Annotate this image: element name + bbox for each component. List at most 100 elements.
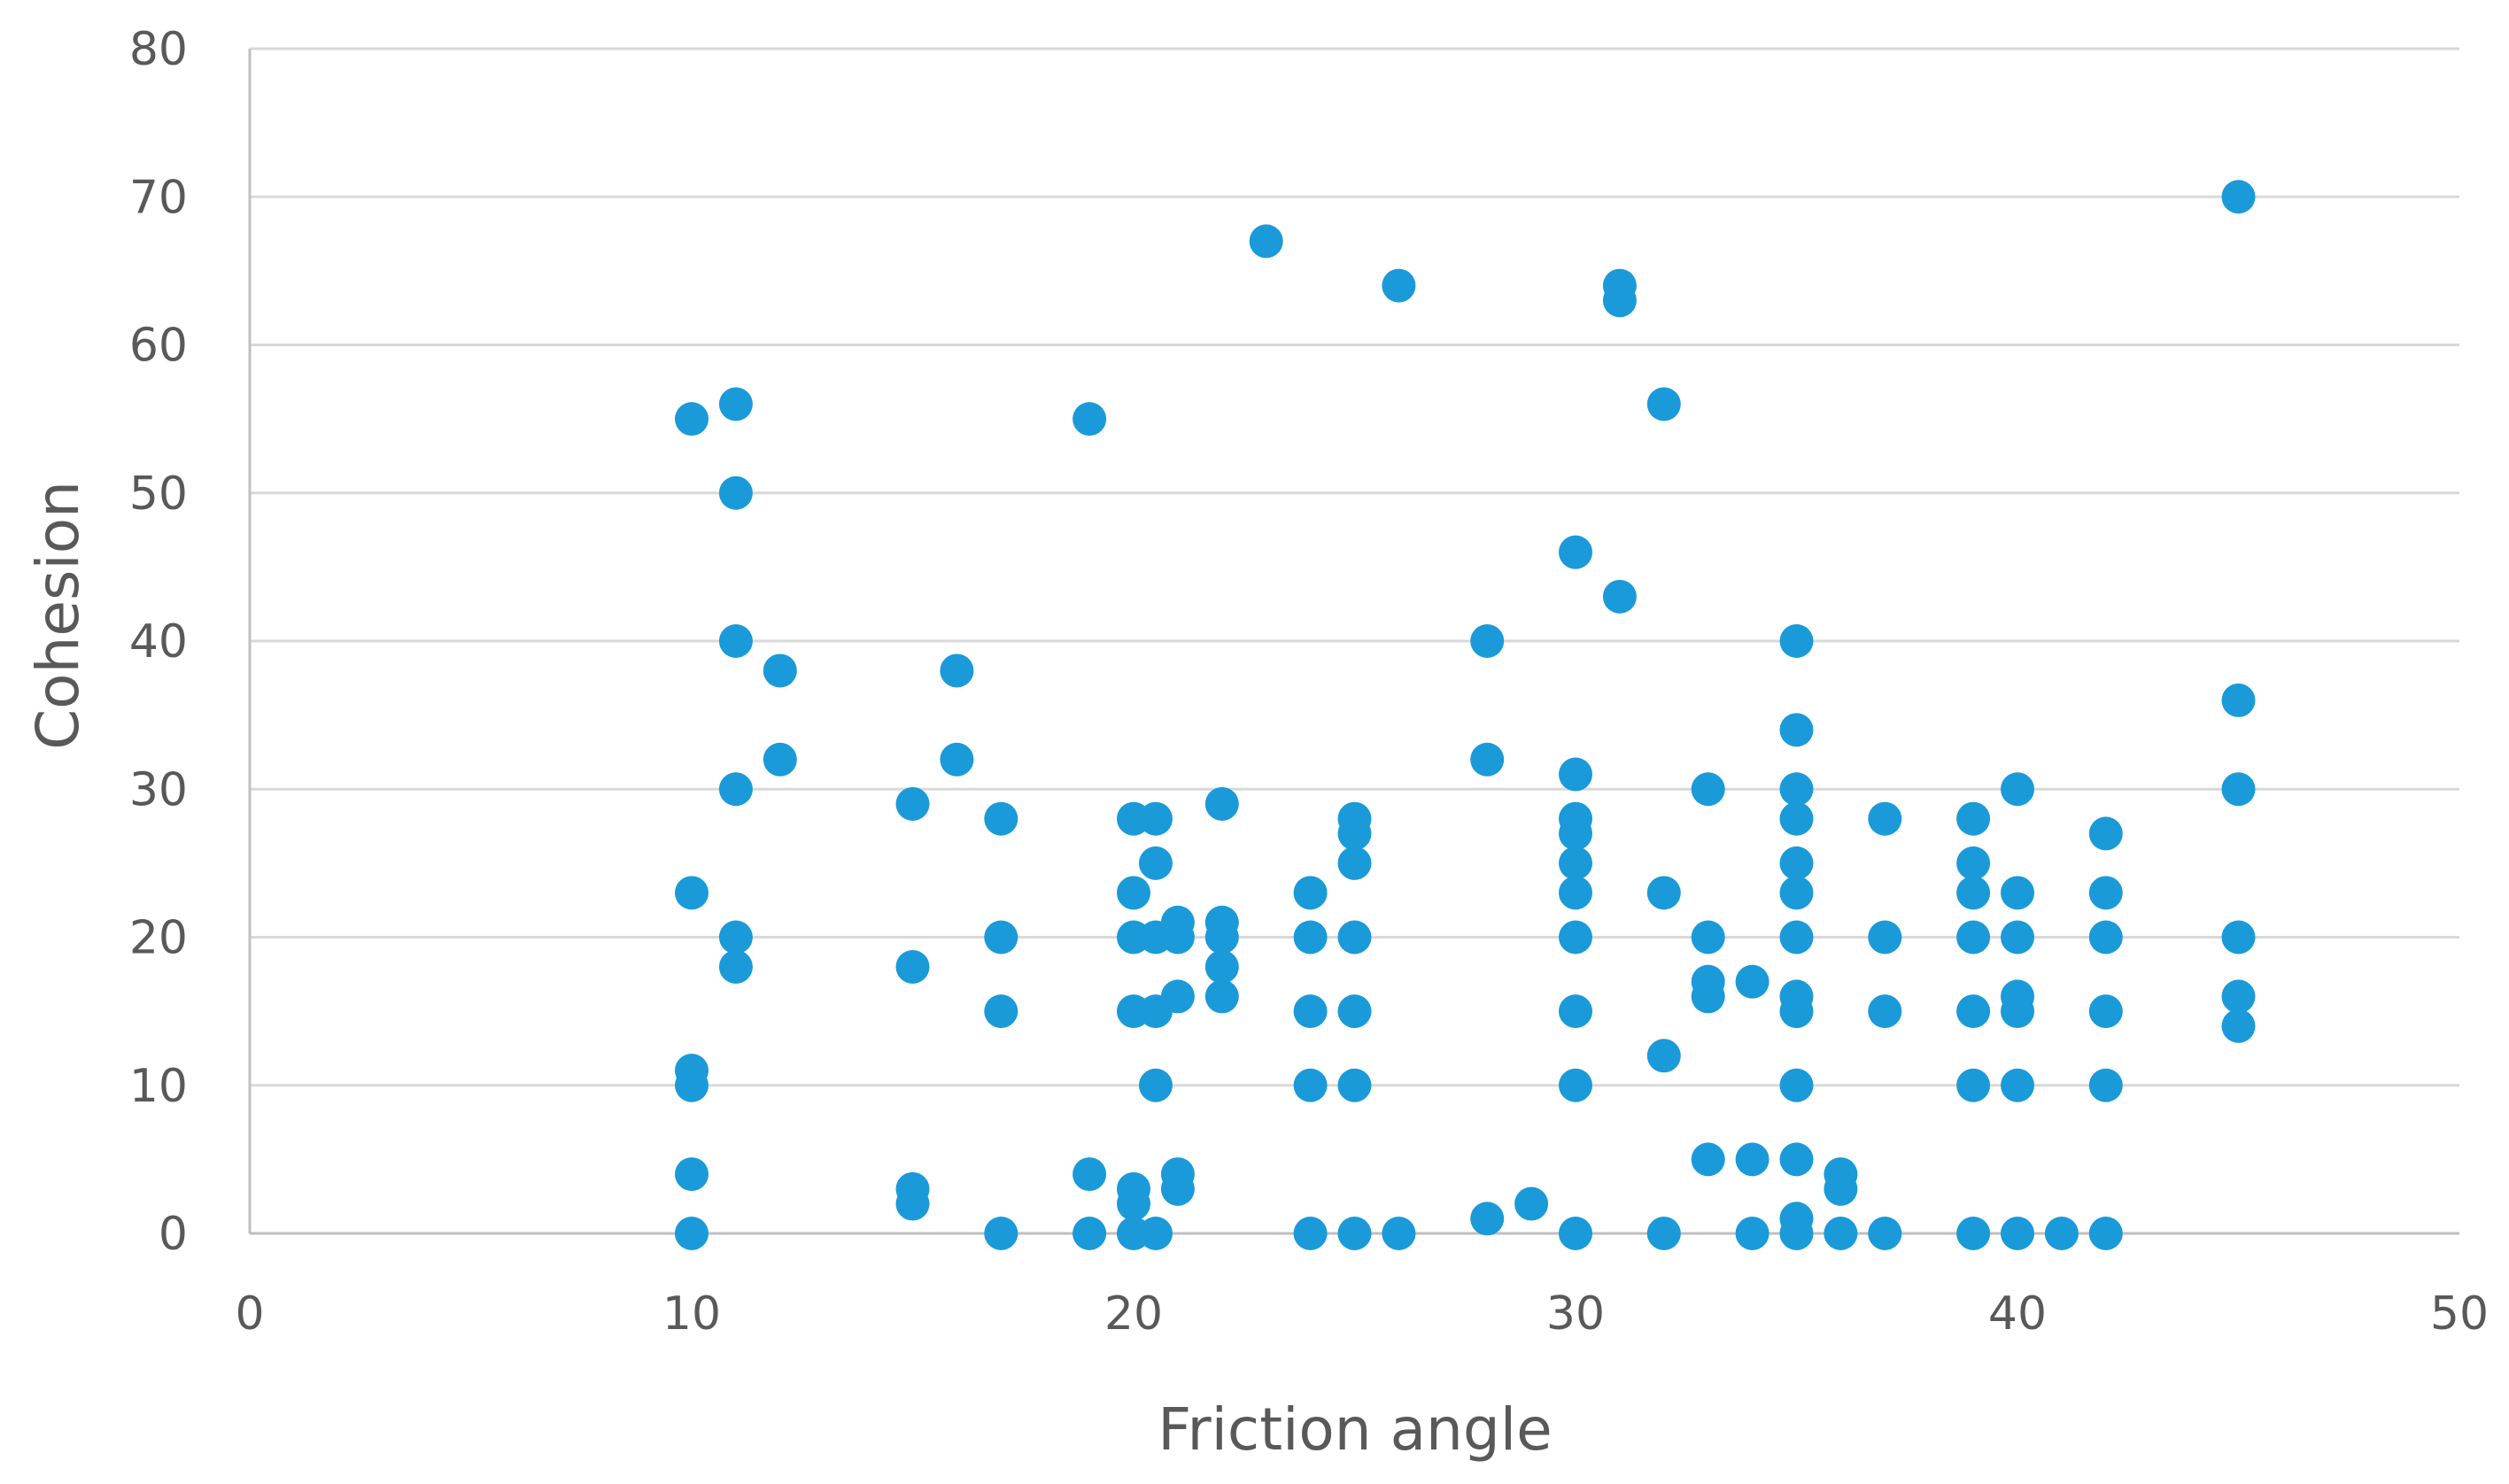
- x-tick-label: 10: [662, 1287, 721, 1341]
- data-point: [895, 786, 930, 821]
- data-point: [1735, 1142, 1769, 1177]
- data-point: [1138, 846, 1173, 880]
- data-point: [1559, 994, 1592, 1029]
- data-point: [1160, 920, 1195, 955]
- data-point: [1779, 876, 1814, 910]
- data-point: [2088, 876, 2123, 910]
- y-tick-label: 20: [129, 912, 188, 965]
- data-point: [2221, 683, 2256, 717]
- data-point: [1956, 920, 1991, 955]
- data-point: [1868, 801, 1902, 836]
- data-point: [2001, 920, 2034, 955]
- data-point: [718, 624, 753, 658]
- data-point: [763, 742, 797, 777]
- data-point: [2088, 994, 2123, 1029]
- data-point: [1249, 224, 1283, 259]
- data-point: [984, 1217, 1018, 1250]
- data-point: [2001, 1068, 2034, 1102]
- data-point: [1073, 1157, 1107, 1192]
- data-point: [1382, 1217, 1416, 1250]
- data-point: [940, 742, 974, 777]
- data-point: [1204, 979, 1239, 1014]
- data-point: [1337, 994, 1372, 1029]
- data-point: [2044, 1217, 2079, 1250]
- data-point: [1117, 1186, 1150, 1221]
- data-point: [2088, 1068, 2123, 1102]
- data-point: [1337, 1217, 1372, 1250]
- y-tick-label: 70: [129, 171, 188, 224]
- data-point: [675, 1157, 709, 1192]
- data-point: [2001, 876, 2034, 910]
- data-point: [1138, 801, 1173, 836]
- y-tick-labels: 0 10 20 30 40 50 60 70 80: [129, 23, 188, 1261]
- data-point: [1691, 1142, 1725, 1177]
- data-point: [1204, 786, 1239, 821]
- data-point: [1559, 816, 1592, 851]
- data-point: [1646, 876, 1681, 910]
- data-point: [1117, 876, 1150, 910]
- data-point: [895, 949, 930, 984]
- data-point: [1824, 1217, 1858, 1250]
- x-tick-label: 40: [1988, 1287, 2047, 1341]
- data-point: [1735, 1217, 1769, 1250]
- data-point: [1160, 1171, 1195, 1206]
- data-point: [1337, 1068, 1372, 1102]
- data-point: [1779, 1217, 1814, 1250]
- data-point: [2088, 1217, 2123, 1250]
- x-tick-label: 0: [235, 1287, 264, 1341]
- y-axis-title: Cohesion: [24, 481, 92, 750]
- data-point: [718, 475, 753, 510]
- data-point: [718, 920, 753, 955]
- y-tick-label: 0: [159, 1208, 188, 1261]
- data-point: [1337, 846, 1372, 880]
- y-tick-label: 60: [129, 320, 188, 373]
- y-tick-label: 80: [129, 23, 188, 76]
- data-point: [2001, 1217, 2034, 1250]
- data-point: [1293, 994, 1328, 1029]
- data-point: [1956, 1217, 1991, 1250]
- data-point: [1646, 1039, 1681, 1073]
- data-point: [1779, 713, 1814, 747]
- data-point: [1559, 757, 1592, 792]
- data-point: [1691, 920, 1725, 955]
- data-point: [940, 653, 974, 688]
- data-point: [1073, 402, 1107, 437]
- data-point: [675, 1217, 709, 1250]
- data-point: [1559, 920, 1592, 955]
- data-point: [675, 876, 709, 910]
- x-tick-label: 30: [1546, 1287, 1605, 1341]
- data-point: [1204, 949, 1239, 984]
- x-tick-label: 50: [2430, 1287, 2489, 1341]
- data-point: [2221, 180, 2256, 214]
- data-point: [1559, 535, 1592, 569]
- data-point: [984, 920, 1018, 955]
- data-point: [1956, 876, 1991, 910]
- data-point: [984, 801, 1018, 836]
- data-point: [895, 1186, 930, 1221]
- data-point: [675, 402, 709, 437]
- data-point: [1779, 624, 1814, 658]
- data-point: [1382, 268, 1416, 303]
- data-point: [1646, 1217, 1681, 1250]
- data-point: [1779, 846, 1814, 880]
- data-point: [1602, 283, 1637, 318]
- y-tick-label: 50: [129, 468, 188, 521]
- x-tick-labels: 0 10 20 30 40 50: [235, 1287, 2489, 1341]
- data-point: [1691, 979, 1725, 1014]
- data-point: [1559, 1217, 1592, 1250]
- data-point: [1602, 579, 1637, 614]
- data-point: [1868, 1217, 1902, 1250]
- data-point: [2221, 772, 2256, 807]
- data-point: [763, 653, 797, 688]
- data-point: [2001, 772, 2034, 807]
- data-point: [1779, 1068, 1814, 1102]
- data-point: [1293, 1068, 1328, 1102]
- data-point: [1779, 772, 1814, 807]
- data-point: [1293, 876, 1328, 910]
- data-point: [1559, 876, 1592, 910]
- data-point: [1779, 920, 1814, 955]
- data-point: [2088, 816, 2123, 851]
- data-point: [984, 994, 1018, 1029]
- data-point: [1337, 920, 1372, 955]
